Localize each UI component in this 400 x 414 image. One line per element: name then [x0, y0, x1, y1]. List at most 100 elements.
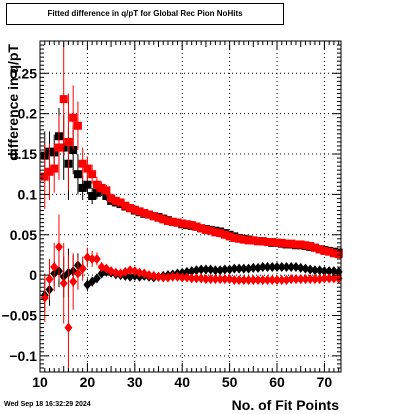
data-point [315, 265, 324, 276]
data-point [320, 273, 329, 284]
data-point [230, 263, 239, 274]
data-point [163, 217, 172, 226]
data-point [268, 262, 277, 273]
y-tick-label: 0.25 [10, 65, 37, 81]
data-point [220, 230, 229, 239]
data-point [168, 271, 177, 282]
data-point [310, 265, 319, 276]
data-point [145, 210, 154, 219]
data-point [54, 241, 63, 252]
data-point [282, 274, 291, 285]
data-point [50, 164, 59, 173]
data-point [149, 270, 158, 281]
data-point [197, 264, 206, 275]
series-2 [40, 42, 343, 259]
x-tick-label: 20 [80, 374, 96, 390]
data-point [149, 212, 158, 221]
chart-title: Fitted difference in q/pT for Global Rec… [47, 9, 243, 18]
data-point [273, 238, 282, 247]
data-point [126, 271, 135, 282]
data-point [225, 264, 234, 275]
data-point [315, 274, 324, 285]
data-point [306, 274, 315, 285]
chart-title-box: Fitted difference in q/pT for Global Rec… [6, 3, 284, 25]
data-point [254, 274, 263, 285]
data-point [126, 265, 135, 276]
data-point [268, 238, 277, 247]
data-point [83, 164, 92, 173]
data-point [301, 241, 310, 250]
data-point [301, 274, 310, 285]
y-tick-label: −0.1 [9, 348, 37, 364]
x-tick-label: 40 [174, 374, 190, 390]
y-axis-title: difference in q/pT [5, 44, 21, 161]
data-point [92, 253, 101, 264]
data-point [329, 249, 338, 258]
data-point [159, 272, 168, 283]
data-point [64, 322, 73, 333]
data-point [301, 263, 310, 274]
data-point [235, 263, 244, 274]
data-point [296, 240, 305, 249]
data-point [182, 266, 191, 277]
data-point [182, 272, 191, 283]
x-tick-label: 10 [32, 374, 48, 390]
data-point [206, 274, 215, 285]
data-point [69, 113, 78, 122]
data-point [263, 262, 272, 273]
data-point [78, 263, 87, 274]
data-point [263, 238, 272, 247]
data-point [45, 274, 54, 285]
x-axis-title: No. of Fit Points [232, 397, 340, 413]
data-point [126, 204, 135, 213]
data-point [258, 262, 267, 273]
data-point [244, 263, 253, 274]
y-tick-label: 0.1 [18, 186, 38, 202]
x-tick-labels: 10 20 30 40 50 60 70 [32, 374, 332, 390]
data-point [320, 266, 329, 277]
data-point [40, 172, 49, 181]
data-point [83, 180, 92, 189]
grid-lines [40, 41, 341, 372]
data-point [287, 262, 296, 273]
data-point [163, 272, 172, 283]
data-point [154, 271, 163, 282]
y-tick-label: 0.15 [10, 146, 37, 162]
y-tick-labels: −0.1 −0.05 0 0.05 0.1 0.15 0.2 0.25 [2, 65, 38, 364]
data-point [168, 217, 177, 226]
data-point [102, 186, 111, 195]
data-point [173, 271, 182, 282]
data-point [97, 183, 106, 192]
data-point [192, 222, 201, 231]
data-point [329, 266, 338, 277]
data-point [197, 224, 206, 233]
data-point [92, 180, 101, 189]
data-point [154, 213, 163, 222]
series-4 [40, 214, 343, 372]
data-point [225, 232, 234, 241]
data-point [111, 196, 120, 205]
data-point [287, 239, 296, 248]
data-point [249, 262, 258, 273]
axis-ticks [39, 41, 341, 372]
data-point [282, 262, 291, 273]
data-point [211, 228, 220, 237]
data-point [206, 226, 215, 235]
data-point [287, 274, 296, 285]
data-point [325, 273, 334, 284]
data-point [187, 266, 196, 277]
data-point [130, 205, 139, 214]
data-point [78, 159, 87, 168]
data-point [230, 233, 239, 242]
data-point [329, 273, 338, 284]
data-point [277, 274, 286, 285]
data-point [220, 264, 229, 275]
data-point [254, 262, 263, 273]
data-point [206, 264, 215, 275]
data-point [282, 239, 291, 248]
data-point [73, 121, 82, 130]
data-point [92, 273, 101, 284]
data-point [325, 247, 334, 256]
y-tick-label: 0.2 [18, 106, 38, 122]
data-point [310, 243, 319, 252]
